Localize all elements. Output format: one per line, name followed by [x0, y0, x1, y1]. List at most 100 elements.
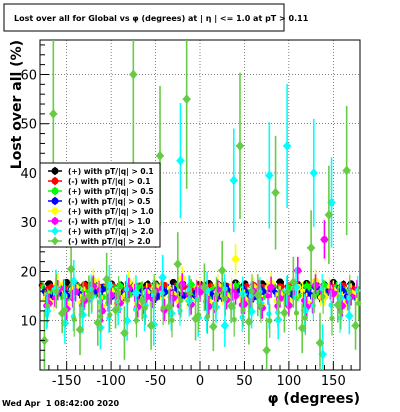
data-point	[324, 209, 333, 220]
data-point	[151, 288, 157, 294]
data-point	[279, 283, 285, 290]
data-point	[60, 285, 67, 291]
legend-marker	[51, 167, 59, 175]
y-tick-label: 20	[20, 265, 37, 280]
data-point	[160, 305, 166, 311]
data-point	[244, 316, 253, 327]
data-point	[76, 324, 84, 335]
data-point	[345, 310, 354, 321]
data-point	[310, 303, 316, 309]
data-point	[307, 242, 316, 253]
data-point	[194, 286, 200, 292]
data-point	[49, 108, 58, 119]
data-point	[346, 295, 352, 301]
data-point	[275, 310, 281, 316]
data-point	[265, 293, 271, 299]
legend-box	[39, 162, 161, 248]
data-point	[213, 291, 220, 297]
x-tick-label: 0	[196, 374, 204, 389]
data-point	[187, 290, 193, 296]
data-point	[124, 286, 130, 292]
data-point	[258, 303, 264, 309]
data-point	[132, 306, 139, 312]
y-tick-label: 10	[20, 315, 37, 330]
data-point	[67, 264, 76, 275]
data-point	[80, 295, 86, 302]
legend-label: (+) with pT/|q| > 2.0	[68, 227, 154, 237]
data-point	[320, 235, 328, 243]
data-point	[239, 314, 245, 320]
chart-title: Lost over all for Global vs φ (degrees) …	[14, 14, 309, 23]
data-point	[253, 290, 262, 301]
data-point	[355, 287, 361, 294]
legend-marker	[51, 197, 59, 205]
data-point	[316, 337, 324, 348]
data-point	[129, 69, 138, 80]
data-point	[300, 288, 306, 294]
data-point	[93, 317, 102, 328]
legend-label: (-) with pT/|q| > 2.0	[68, 237, 150, 247]
data-point	[232, 255, 240, 263]
data-point	[62, 307, 68, 313]
data-point	[342, 165, 351, 176]
legend: (+) with pT/|q| > 0.1 (-) with pT/|q| > 0…	[39, 162, 161, 248]
data-point	[177, 308, 183, 314]
data-point	[96, 287, 102, 293]
legend-marker	[51, 207, 59, 215]
data-point	[319, 286, 325, 292]
data-point	[98, 313, 104, 320]
data-point	[326, 283, 332, 289]
data-point	[309, 167, 318, 178]
data-point	[289, 277, 298, 288]
data-point	[229, 175, 238, 186]
data-point	[164, 301, 173, 312]
axes: -150 -100 -50 0 50 100 150 10 20 30 40 50 60	[20, 44, 352, 389]
x-tick-label: 50	[236, 374, 253, 389]
data-point	[249, 288, 255, 294]
data-point	[276, 299, 282, 306]
y-tick-label: 30	[20, 216, 37, 231]
x-axis-title: φ (degrees)	[268, 391, 360, 407]
data-point	[218, 265, 227, 276]
data-point	[227, 300, 236, 311]
data-point	[71, 316, 77, 323]
legend-label: (+) with pT/|q| > 1.0	[68, 207, 154, 217]
legend-marker	[51, 187, 59, 195]
data-point	[356, 300, 362, 307]
x-tick-label: -50	[145, 374, 166, 389]
data-point	[267, 283, 275, 291]
data-point	[48, 283, 54, 289]
title-box	[3, 3, 285, 32]
data-point	[262, 345, 271, 356]
data-point	[240, 307, 246, 313]
legend-label: (+) with pT/|q| > 0.1	[68, 167, 154, 177]
x-tick-label: 100	[276, 374, 301, 389]
data-point	[267, 318, 273, 324]
x-tick-label: 150	[321, 374, 346, 389]
data-point	[40, 284, 46, 290]
data-point	[196, 312, 202, 318]
data-point	[111, 304, 120, 315]
data-point	[133, 317, 140, 323]
data-point	[284, 289, 291, 295]
data-point	[120, 328, 129, 339]
data-point	[132, 288, 140, 299]
data-point	[142, 305, 148, 311]
legend-label: (-) with pT/|q| > 0.5	[68, 197, 150, 207]
data-point	[158, 272, 167, 283]
data-point	[329, 315, 335, 322]
legend-marker	[51, 237, 59, 245]
data-point	[178, 297, 184, 304]
data-point	[138, 295, 147, 306]
data-point	[228, 283, 235, 289]
data-point	[222, 295, 228, 301]
data-point	[271, 187, 280, 198]
series-8	[40, 40, 362, 370]
data-point	[156, 150, 164, 161]
legend-label: (+) with pT/|q| > 0.5	[68, 187, 154, 197]
data-point	[311, 293, 317, 299]
data-point	[89, 291, 95, 297]
data-point	[200, 282, 209, 293]
data-point	[159, 290, 165, 296]
